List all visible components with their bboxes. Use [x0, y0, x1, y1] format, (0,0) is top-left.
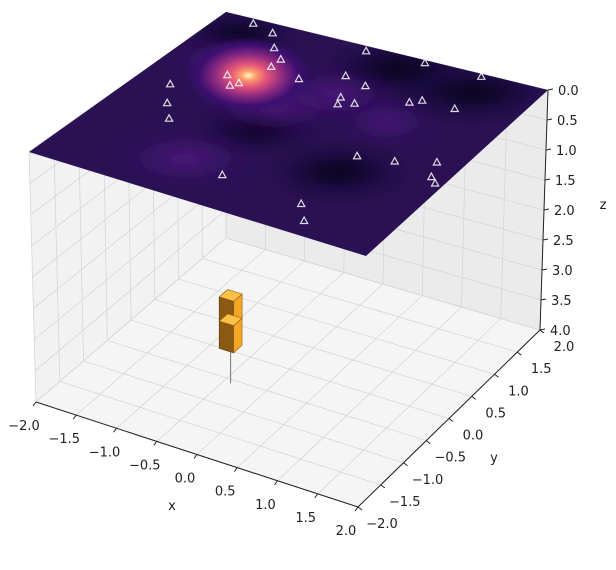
surface-mid-region — [336, 102, 436, 142]
z-tick-label: 0.5 — [557, 114, 578, 129]
z-tick — [545, 179, 550, 180]
x-tick — [73, 415, 76, 419]
x-tick — [315, 494, 318, 498]
z-tick — [546, 149, 551, 150]
x-tick-label: 0.0 — [175, 472, 196, 487]
z-tick — [543, 239, 548, 240]
z-tick-label: 3.0 — [552, 264, 573, 279]
x-tick-label: −1.0 — [89, 445, 121, 460]
x-tick — [154, 441, 157, 445]
y-tick — [381, 485, 385, 488]
y-tick — [495, 374, 499, 377]
z-axis-label: z — [600, 198, 607, 213]
y-tick-label: −1.0 — [412, 473, 444, 488]
z-tick — [541, 299, 546, 300]
x-tick — [355, 507, 358, 511]
x-tick — [194, 455, 197, 459]
y-tick-label: −2.0 — [366, 517, 398, 532]
z-tick-label: 1.0 — [556, 144, 577, 159]
z-tick — [542, 269, 547, 270]
y-tick — [472, 396, 476, 399]
x-tick — [33, 402, 36, 406]
x-tick-label: 1.5 — [295, 511, 316, 526]
y-tick — [358, 507, 362, 510]
x-tick-label: 1.0 — [255, 498, 276, 513]
z-tick — [547, 119, 552, 120]
x-tick-label: 0.5 — [215, 485, 236, 500]
surface-mid-region — [115, 133, 255, 185]
x-axis-label: x — [168, 499, 176, 514]
z-tick — [548, 89, 553, 90]
surface-hotspot — [187, 37, 311, 113]
z-tick-label: 4.0 — [550, 324, 571, 339]
z-tick — [544, 209, 549, 210]
y-axis-label: y — [490, 451, 498, 466]
x-tick-label: −2.0 — [8, 419, 40, 434]
y-tick-label: 1.0 — [508, 384, 529, 399]
y-tick — [426, 441, 430, 444]
y-tick-label: 0.0 — [463, 429, 484, 444]
y-tick — [517, 352, 521, 355]
x-tick-label: −0.5 — [129, 458, 161, 473]
z-tick — [540, 329, 545, 330]
y-tick-label: 1.5 — [531, 362, 552, 377]
bar-block-front — [219, 321, 233, 353]
x-tick — [275, 481, 278, 485]
y-tick-label: 2.0 — [554, 340, 575, 355]
z-tick-label: 0.0 — [558, 84, 579, 99]
x-tick-label: −1.5 — [48, 432, 80, 447]
y-tick — [404, 463, 408, 466]
z-tick-label: 1.5 — [555, 174, 576, 189]
y-tick-label: −0.5 — [434, 451, 466, 466]
x-tick — [234, 468, 237, 472]
z-tick-label: 3.5 — [551, 294, 572, 309]
y-tick — [540, 330, 544, 333]
z-tick-label: 2.5 — [553, 234, 574, 249]
y-tick — [449, 419, 453, 422]
z-tick-label: 2.0 — [554, 204, 575, 219]
y-tick-label: −1.5 — [389, 495, 421, 510]
y-tick-label: 0.5 — [485, 406, 506, 421]
surface-dark-region — [268, 146, 408, 198]
x-tick — [114, 428, 117, 432]
x-tick-label: 2.0 — [336, 524, 357, 539]
